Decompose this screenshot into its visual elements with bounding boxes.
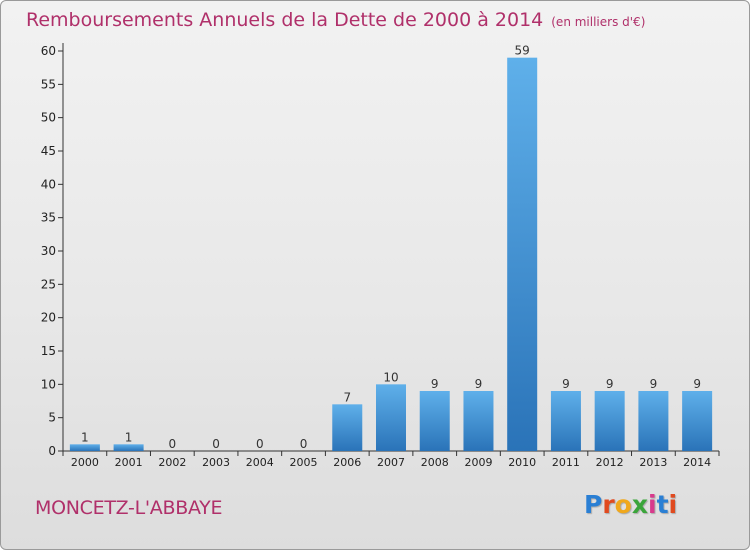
bar [69,444,100,451]
bar [638,391,669,451]
y-tick-label: 60 [41,44,56,58]
data-label: 0 [256,437,264,451]
y-tick-label: 55 [41,77,56,91]
data-label: 1 [81,430,89,444]
logo-letter: x [631,490,648,519]
x-tick-label: 2004 [246,456,274,469]
x-tick-label: 2012 [596,456,624,469]
commune-name: MONCETZ-L'ABBAYE [35,497,223,519]
x-tick-label: 2008 [421,456,449,469]
x-tick-label: 2014 [683,456,711,469]
data-label: 0 [300,437,308,451]
data-label: 9 [693,377,701,391]
y-tick-label: 30 [41,244,56,258]
data-label: 9 [562,377,570,391]
logo-letter: P [584,490,603,519]
x-tick-label: 2000 [71,456,99,469]
bar [332,404,363,451]
y-tick-label: 20 [41,311,56,325]
proxiti-logo[interactable]: Proxiti [584,490,677,519]
bar [507,57,538,452]
x-tick-label: 2001 [115,456,143,469]
data-label: 7 [343,390,351,404]
x-tick-label: 2011 [552,456,580,469]
data-label: 9 [431,377,439,391]
x-tick-label: 2007 [377,456,405,469]
y-tick-label: 0 [48,444,56,458]
bar [594,391,625,451]
bar [463,391,494,451]
y-tick-label: 50 [41,111,56,125]
y-tick-label: 10 [41,377,56,391]
bar [419,391,450,451]
x-tick-label: 2006 [333,456,361,469]
title-text: Remboursements Annuels de la Dette de 20… [26,9,544,31]
logo-letter: i [648,490,657,519]
logo-letter: i [668,490,678,519]
logo-letter: r [602,490,615,519]
x-tick-label: 2003 [202,456,230,469]
y-tick-label: 35 [41,211,56,225]
x-tick-label: 2009 [464,456,492,469]
data-label: 9 [650,377,658,391]
data-label: 9 [475,377,483,391]
bar [682,391,713,451]
chart-title: Remboursements Annuels de la Dette de 20… [26,9,645,31]
title-unit: (en milliers d'€) [551,15,646,29]
data-label: 59 [515,44,530,58]
x-tick-label: 2005 [290,456,318,469]
x-tick-label: 2010 [508,456,536,469]
y-tick-label: 15 [41,344,56,358]
logo-letter: t [656,490,669,519]
data-label: 10 [383,370,398,384]
data-label: 0 [212,437,220,451]
x-tick-label: 2013 [639,456,667,469]
y-tick-label: 40 [41,177,56,191]
y-tick-label: 25 [41,277,56,291]
bar [376,384,406,451]
y-tick-label: 5 [48,411,56,425]
x-tick-label: 2002 [158,456,186,469]
bar [550,391,581,451]
data-label: 9 [606,377,614,391]
bar [113,444,144,451]
logo-letter: o [614,490,632,519]
data-label: 0 [169,437,177,451]
data-label: 1 [125,430,133,444]
y-tick-label: 45 [41,144,56,158]
